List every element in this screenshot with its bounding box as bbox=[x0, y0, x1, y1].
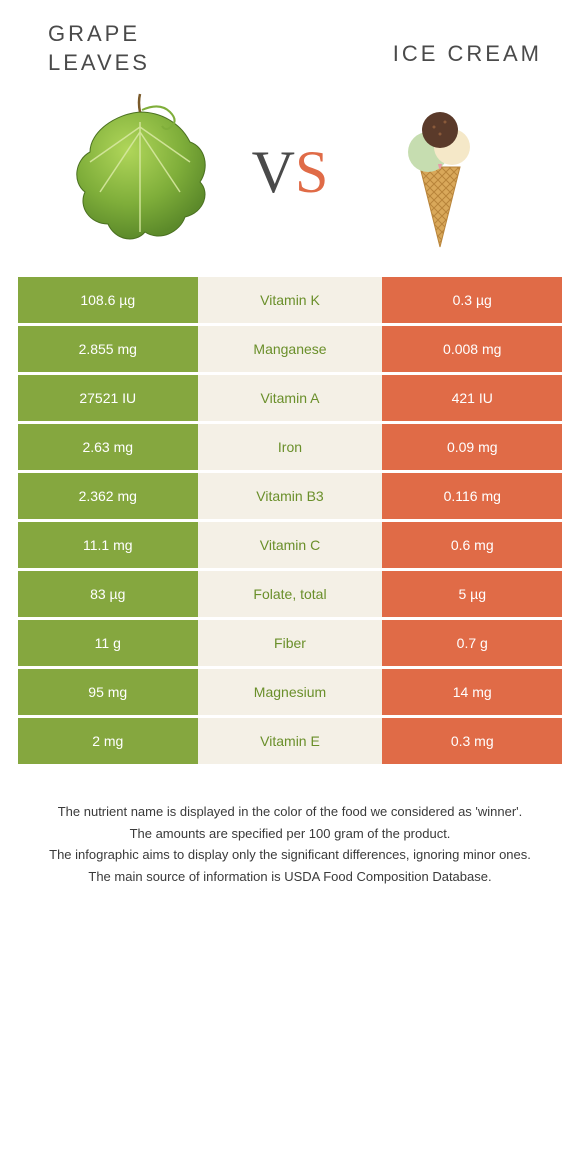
value-left: 95 mg bbox=[18, 669, 198, 718]
grape-leaf-icon bbox=[48, 92, 232, 252]
value-left: 2.63 mg bbox=[18, 424, 198, 473]
nutrient-label: Iron bbox=[198, 424, 383, 473]
nutrient-label: Vitamin B3 bbox=[198, 473, 383, 522]
title-left: GRAPELEAVES bbox=[18, 20, 295, 77]
footnote-line: The infographic aims to display only the… bbox=[28, 845, 552, 865]
value-left: 2 mg bbox=[18, 718, 198, 767]
nutrient-table: 108.6 µgVitamin K0.3 µg2.855 mgManganese… bbox=[18, 277, 562, 767]
vs-s: S bbox=[295, 139, 328, 205]
value-right: 0.116 mg bbox=[382, 473, 562, 522]
value-left: 83 µg bbox=[18, 571, 198, 620]
value-left: 11.1 mg bbox=[18, 522, 198, 571]
value-right: 0.3 mg bbox=[382, 718, 562, 767]
value-right: 0.09 mg bbox=[382, 424, 562, 473]
nutrient-label: Vitamin E bbox=[198, 718, 383, 767]
table-row: 2 mgVitamin E0.3 mg bbox=[18, 718, 562, 767]
value-left: 108.6 µg bbox=[18, 277, 198, 326]
nutrient-label: Fiber bbox=[198, 620, 383, 669]
value-left: 27521 IU bbox=[18, 375, 198, 424]
table-row: 2.855 mgManganese0.008 mg bbox=[18, 326, 562, 375]
value-left: 11 g bbox=[18, 620, 198, 669]
value-left: 2.855 mg bbox=[18, 326, 198, 375]
vs-label: VS bbox=[232, 138, 349, 207]
value-right: 5 µg bbox=[382, 571, 562, 620]
nutrient-label: Folate, total bbox=[198, 571, 383, 620]
nutrient-label: Vitamin A bbox=[198, 375, 383, 424]
table-row: 2.63 mgIron0.09 mg bbox=[18, 424, 562, 473]
images-row: VS bbox=[18, 92, 562, 252]
ice-cream-icon bbox=[348, 92, 532, 252]
footnote-line: The amounts are specified per 100 gram o… bbox=[28, 824, 552, 844]
title-right: ICE CREAM bbox=[295, 20, 562, 69]
nutrient-tbody: 108.6 µgVitamin K0.3 µg2.855 mgManganese… bbox=[18, 277, 562, 767]
vs-v: V bbox=[252, 139, 295, 205]
value-right: 0.008 mg bbox=[382, 326, 562, 375]
table-row: 108.6 µgVitamin K0.3 µg bbox=[18, 277, 562, 326]
nutrient-label: Manganese bbox=[198, 326, 383, 375]
value-right: 0.3 µg bbox=[382, 277, 562, 326]
table-row: 83 µgFolate, total5 µg bbox=[18, 571, 562, 620]
table-row: 27521 IUVitamin A421 IU bbox=[18, 375, 562, 424]
table-row: 11 gFiber0.7 g bbox=[18, 620, 562, 669]
table-row: 11.1 mgVitamin C0.6 mg bbox=[18, 522, 562, 571]
nutrient-label: Magnesium bbox=[198, 669, 383, 718]
footnotes: The nutrient name is displayed in the co… bbox=[18, 802, 562, 886]
footnote-line: The nutrient name is displayed in the co… bbox=[28, 802, 552, 822]
value-right: 0.7 g bbox=[382, 620, 562, 669]
nutrient-label: Vitamin K bbox=[198, 277, 383, 326]
footnote-line: The main source of information is USDA F… bbox=[28, 867, 552, 887]
table-row: 2.362 mgVitamin B30.116 mg bbox=[18, 473, 562, 522]
nutrient-label: Vitamin C bbox=[198, 522, 383, 571]
table-row: 95 mgMagnesium14 mg bbox=[18, 669, 562, 718]
title-row: GRAPELEAVES ICE CREAM bbox=[18, 20, 562, 77]
value-right: 0.6 mg bbox=[382, 522, 562, 571]
value-right: 14 mg bbox=[382, 669, 562, 718]
infographic-container: GRAPELEAVES ICE CREAM bbox=[0, 0, 580, 908]
value-left: 2.362 mg bbox=[18, 473, 198, 522]
value-right: 421 IU bbox=[382, 375, 562, 424]
